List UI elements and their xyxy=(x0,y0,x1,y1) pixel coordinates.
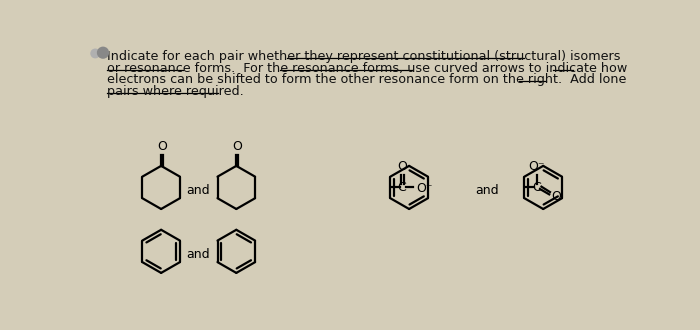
Text: O: O xyxy=(397,160,407,173)
Text: Indicate for each pair whether they represent constitutional (structural) isomer: Indicate for each pair whether they repr… xyxy=(107,50,620,63)
Text: and: and xyxy=(475,184,499,197)
Text: electrons can be shifted to form the other resonance form on the right.  Add lon: electrons can be shifted to form the oth… xyxy=(107,74,626,86)
Text: pairs where required.: pairs where required. xyxy=(107,85,244,98)
Text: C: C xyxy=(398,181,406,194)
Text: O: O xyxy=(232,140,242,153)
Circle shape xyxy=(97,47,108,58)
Text: O: O xyxy=(552,190,561,203)
Text: O⁻: O⁻ xyxy=(528,160,545,173)
Circle shape xyxy=(91,49,99,58)
Text: O⁻: O⁻ xyxy=(416,182,433,195)
Text: and: and xyxy=(186,184,210,197)
Text: C: C xyxy=(533,181,541,194)
Text: and: and xyxy=(186,248,210,261)
Text: or resonance forms.  For the resonance forms, use curved arrows to indicate how: or resonance forms. For the resonance fo… xyxy=(107,62,627,75)
Text: O: O xyxy=(157,140,167,153)
